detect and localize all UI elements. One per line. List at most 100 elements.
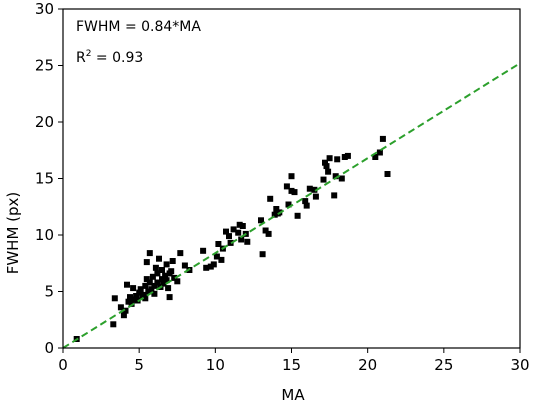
data-point — [210, 261, 217, 268]
data-point — [152, 264, 159, 271]
data-point — [273, 206, 280, 212]
data-point — [110, 321, 117, 328]
data-point — [331, 192, 338, 199]
data-point — [291, 189, 298, 196]
data-point — [267, 195, 274, 202]
data-point — [154, 279, 161, 286]
data-point — [171, 274, 178, 281]
data-point — [285, 201, 292, 208]
data-point — [235, 229, 242, 236]
data-point — [239, 223, 246, 229]
data-point — [203, 264, 210, 271]
x-tick-label: 15 — [282, 356, 301, 374]
data-point — [160, 280, 167, 287]
data-point — [379, 135, 386, 142]
y-axis-label: FWHM (px) — [4, 192, 22, 275]
data-point — [143, 276, 150, 283]
data-point — [344, 152, 351, 159]
data-point — [215, 241, 222, 247]
data-point — [294, 212, 301, 219]
data-point — [326, 155, 333, 162]
data-point — [146, 250, 153, 257]
data-point — [238, 236, 245, 243]
data-point — [117, 304, 124, 311]
data-point — [159, 267, 165, 273]
y-tick-label: 5 — [44, 283, 54, 301]
data-point — [162, 272, 169, 279]
data-point — [271, 211, 278, 218]
data-point — [376, 149, 383, 156]
data-point — [288, 173, 295, 180]
data-point — [384, 171, 391, 177]
data-point — [130, 285, 137, 292]
data-point — [338, 175, 345, 182]
y-tick-label: 10 — [35, 226, 54, 244]
data-point — [259, 251, 266, 258]
data-point — [145, 288, 152, 295]
data-point — [166, 294, 173, 301]
fit-equation-label: FWHM = 0.84*MA — [76, 19, 201, 35]
data-point — [130, 296, 137, 303]
data-point — [323, 163, 330, 170]
data-point — [142, 282, 149, 289]
y-tick-label: 30 — [35, 0, 54, 18]
data-point — [122, 307, 129, 314]
y-tick-label: 15 — [35, 170, 54, 188]
data-point — [306, 185, 313, 192]
data-point — [154, 270, 161, 277]
data-point — [230, 226, 237, 233]
data-point — [120, 312, 127, 319]
data-point — [312, 193, 319, 200]
data-point — [163, 261, 170, 268]
data-point — [111, 295, 118, 302]
data-point — [125, 298, 132, 305]
x-tick-label: 30 — [510, 356, 529, 374]
data-point — [320, 176, 327, 183]
data-point — [174, 278, 181, 285]
data-point — [128, 300, 135, 307]
data-point — [124, 281, 130, 288]
data-point — [262, 227, 269, 234]
data-point — [143, 259, 150, 266]
data-point — [142, 295, 149, 302]
x-tick-label: 25 — [434, 356, 453, 374]
x-tick-label: 0 — [58, 356, 68, 374]
x-tick-label: 20 — [358, 356, 377, 374]
x-tick-label: 5 — [134, 356, 144, 374]
x-axis-label: MA — [281, 386, 305, 404]
r-squared-label: R2 = 0.93 — [76, 49, 143, 66]
data-point — [218, 256, 225, 263]
data-point — [332, 173, 339, 180]
data-point — [165, 285, 172, 292]
data-point — [140, 291, 147, 298]
fit-line — [62, 62, 521, 349]
data-point — [244, 238, 251, 245]
data-point — [146, 279, 153, 286]
data-point — [137, 286, 144, 293]
data-point — [151, 282, 158, 289]
y-tick-label: 0 — [44, 339, 54, 357]
data-point — [372, 154, 379, 160]
data-point — [223, 228, 229, 235]
plot-area — [62, 62, 521, 349]
data-point — [168, 268, 175, 275]
data-point — [148, 286, 155, 293]
data-point — [181, 262, 188, 269]
data-point — [177, 250, 184, 257]
data-point — [127, 294, 133, 301]
data-point — [303, 202, 310, 209]
data-point — [133, 293, 140, 299]
data-point — [226, 233, 232, 240]
x-tick-label: 10 — [206, 356, 225, 374]
data-point — [200, 247, 207, 254]
data-point — [283, 183, 290, 190]
y-tick-label: 25 — [35, 57, 54, 75]
data-point — [302, 198, 309, 205]
data-point — [341, 154, 348, 160]
data-point — [311, 186, 318, 193]
data-point — [159, 276, 165, 283]
data-point — [213, 253, 220, 260]
axes: 0 5 10 15 20 25 30 0 5 10 15 20 25 30 — [35, 0, 530, 374]
data-point — [334, 156, 341, 163]
data-point — [169, 258, 176, 264]
